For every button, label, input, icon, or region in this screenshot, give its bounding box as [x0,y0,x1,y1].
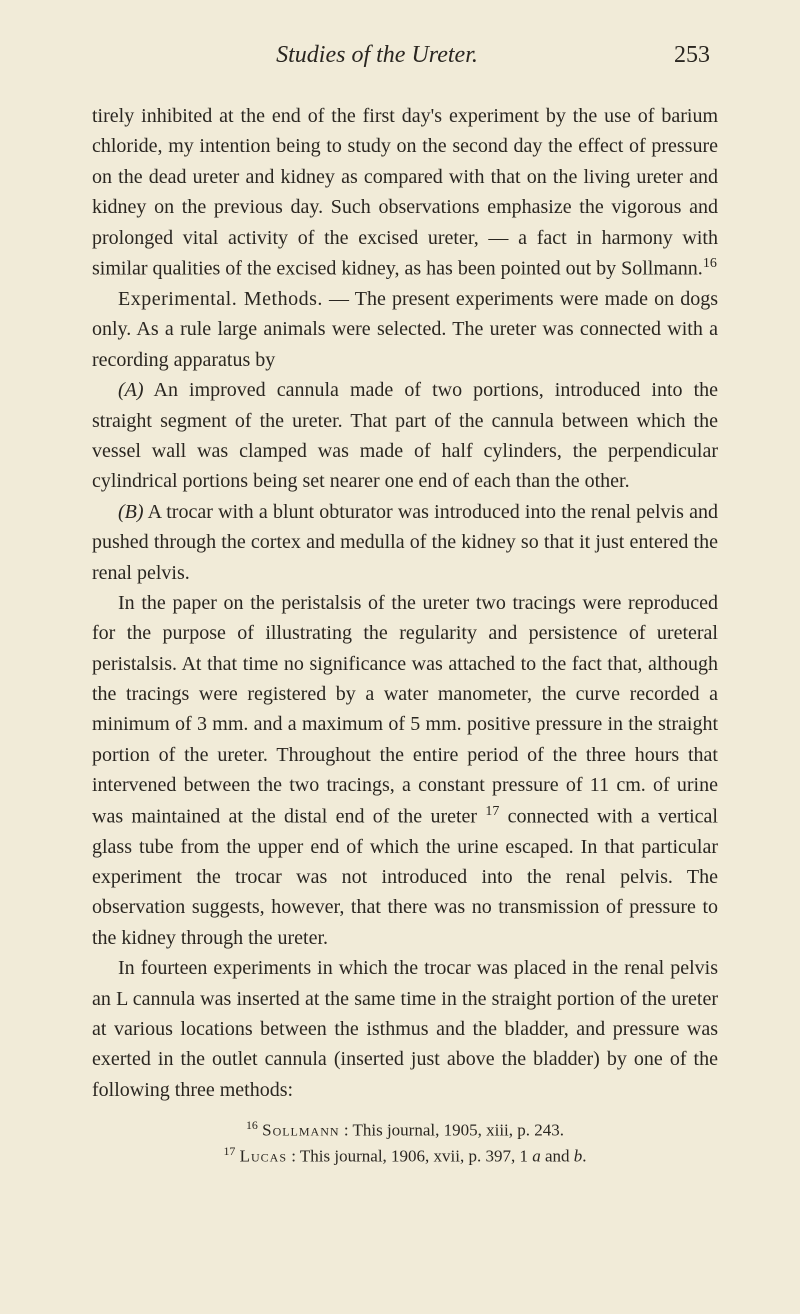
section-label-experimental: Experimental. Methods. [118,288,323,310]
footnote-ref-16: 16 [703,256,717,271]
page-header: Studies of the Ureter. 253 [92,42,718,69]
footnote-17-italic-a: a [532,1147,541,1166]
running-title: Studies of the Ureter. [100,42,654,69]
paragraph-2: Experimental. Methods. — The present exp… [92,284,718,375]
p1-text: tirely inhibited at the end of the first… [92,105,718,280]
footnote-16-text: : This journal, 1905, xiii, p. 243. [340,1121,564,1140]
item-label-a: (A) [118,379,144,401]
paragraph-5: In the paper on the peristalsis of the u… [92,588,718,953]
body-text: tirely inhibited at the end of the first… [92,101,718,1105]
footnote-17-text-a: : This journal, 1906, xvii, p. 397, 1 [287,1147,532,1166]
page-number: 253 [674,42,710,69]
footnotes: 16 Sollmann : This journal, 1905, xiii, … [92,1117,718,1169]
p3-text: An improved cannula made of two portions… [92,379,718,492]
paragraph-3: (A) An improved cannula made of two port… [92,375,718,497]
footnote-17-sup: 17 [223,1144,235,1158]
paragraph-4: (B) A trocar with a blunt obturator was … [92,497,718,588]
footnote-16: 16 Sollmann : This journal, 1905, xiii, … [92,1117,718,1143]
item-label-b: (B) [118,501,144,523]
paragraph-1: tirely inhibited at the end of the first… [92,101,718,284]
footnote-ref-17: 17 [485,804,499,819]
footnote-17: 17 Lucas : This journal, 1906, xvii, p. … [92,1143,718,1169]
p4-text: A trocar with a blunt obturator was intr… [92,501,718,584]
footnote-17-text-b: and [541,1147,574,1166]
footnote-17-name: Lucas [240,1147,287,1166]
footnote-16-sup: 16 [246,1118,258,1132]
paragraph-6: In fourteen experiments in which the tro… [92,953,718,1105]
p6-text: In fourteen experiments in which the tro… [92,957,718,1101]
footnote-16-name: Sollmann [262,1121,339,1140]
p5-text-a: In the paper on the peristalsis of the u… [92,592,718,827]
footnote-17-text-c: . [582,1147,586,1166]
